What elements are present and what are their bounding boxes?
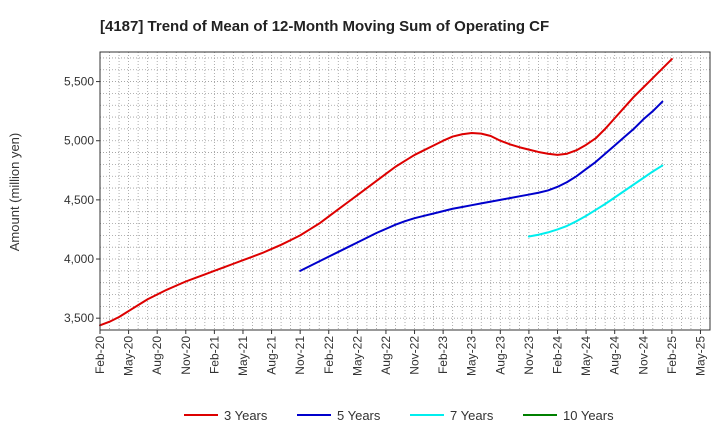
x-tick-label: May-20: [122, 336, 136, 376]
y-tick-label: 5,000: [64, 134, 94, 148]
chart-title: [4187] Trend of Mean of 12-Month Moving …: [100, 18, 549, 35]
y-tick-label: 4,500: [64, 193, 94, 207]
x-tick-label: Nov-23: [522, 336, 536, 375]
x-tick-label: Aug-21: [265, 336, 279, 375]
series-line-3-years: [99, 58, 673, 327]
x-tick-label: May-22: [350, 336, 364, 376]
y-axis-ticks: 3,500 4,000 4,500 5,000 5,500: [64, 75, 100, 325]
series-line-7-years: [527, 164, 664, 238]
x-tick-label: Aug-23: [493, 336, 507, 375]
x-tick-label: Nov-22: [408, 336, 422, 375]
legend-label: 10 Years: [563, 408, 614, 423]
series-lines: [99, 58, 673, 327]
legend: 3 Years 5 Years 7 Years 10 Years: [184, 408, 614, 423]
x-tick-label: Feb-24: [551, 336, 565, 374]
plot-area: [99, 51, 711, 331]
x-axis-ticks: Feb-20 May-20 Aug-20 Nov-20 Feb-21 May-21 Aug-…: [93, 330, 707, 376]
y-tick-label: 4,000: [64, 252, 94, 266]
x-tick-label: Nov-21: [293, 336, 307, 375]
x-tick-label: Feb-23: [436, 336, 450, 374]
gridlines: [100, 52, 710, 330]
x-tick-label: May-23: [465, 336, 479, 376]
x-tick-label: Aug-22: [379, 336, 393, 375]
x-tick-label: Nov-20: [179, 336, 193, 375]
legend-label: 7 Years: [450, 408, 494, 423]
x-tick-label: May-24: [579, 336, 593, 376]
x-tick-label: Feb-25: [665, 336, 679, 374]
x-tick-label: Feb-21: [207, 336, 221, 374]
x-tick-label: Aug-20: [150, 336, 164, 375]
series-line-5-years: [299, 100, 664, 272]
x-tick-label: Feb-22: [322, 336, 336, 374]
x-tick-label: Feb-20: [93, 336, 107, 374]
x-tick-label: Nov-24: [636, 336, 650, 375]
y-tick-label: 3,500: [64, 311, 94, 325]
legend-label: 5 Years: [337, 408, 381, 423]
legend-label: 3 Years: [224, 408, 268, 423]
x-tick-label: May-21: [236, 336, 250, 376]
x-tick-label: May-25: [693, 336, 707, 376]
y-tick-label: 5,500: [64, 75, 94, 89]
x-tick-label: Aug-24: [608, 336, 622, 375]
y-axis-label: Amount (million yen): [7, 133, 22, 252]
